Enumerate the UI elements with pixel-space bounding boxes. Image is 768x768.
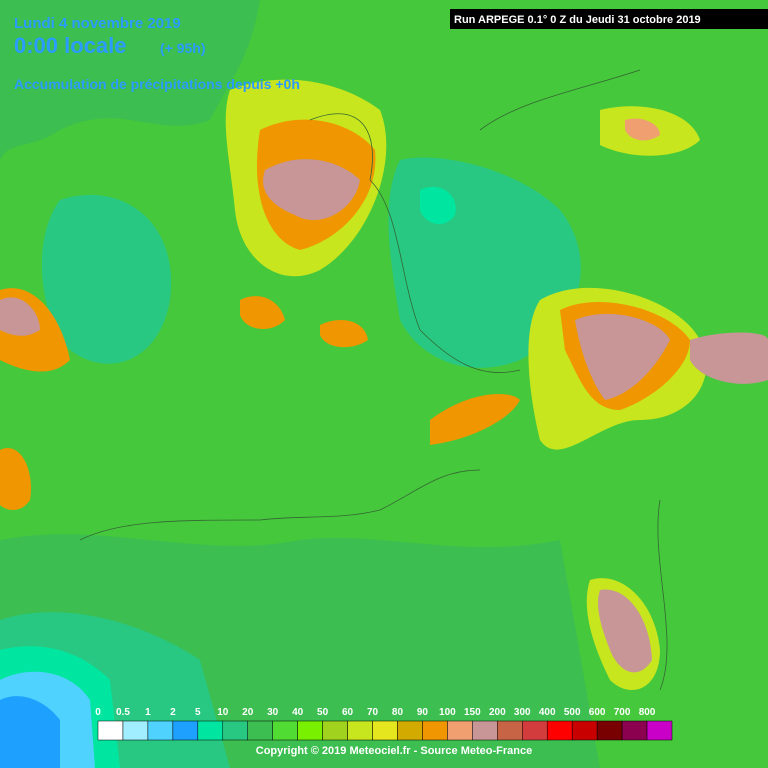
legend-label: 800 [639,707,656,718]
legend-label: 70 [367,707,379,718]
forecast-offset: (+ 95h) [160,40,206,56]
legend-swatch [596,720,623,741]
legend-label: 400 [539,707,556,718]
legend-label: 0.5 [116,707,130,718]
legend-swatch [147,720,174,741]
run-banner [450,9,768,29]
legend-swatch [546,720,573,741]
time: 0:00 locale [14,33,127,58]
date: Lundi 4 novembre 2019 [14,15,181,32]
legend-swatch [447,720,473,741]
legend-swatch [397,720,423,741]
borders [79,69,668,691]
legend-label: 30 [267,707,279,718]
legend-swatch [322,720,348,741]
legend-swatch [222,720,248,741]
legend-swatch [272,720,298,741]
legend-label: 0 [95,707,101,718]
legend-swatch [571,720,598,741]
legend-swatch [97,720,124,741]
legend-swatch [197,720,224,741]
legend-label: 80 [392,707,404,718]
copyright: Copyright © 2019 Meteociel.fr - Source M… [256,745,532,757]
legend-swatch [497,720,523,741]
legend-label: 10 [217,707,229,718]
legend-label: 90 [417,707,429,718]
legend-label: 100 [439,707,456,718]
legend-swatch [247,720,273,741]
legend-label: 300 [514,707,531,718]
legend-label: 5 [195,707,201,718]
legend-swatch [646,720,673,741]
legend-swatch [422,720,448,741]
legend-swatch [621,720,648,741]
legend-label: 50 [317,707,329,718]
legend-label: 40 [292,707,304,718]
run-info: Run ARPEGE 0.1° 0 Z du Jeudi 31 octobre … [454,14,701,26]
legend: 0 0.5 1 2 5 10 20 30 40 50 60 70 80 90 100 150 200 300 400… [95,707,673,741]
legend-label: 600 [589,707,606,718]
legend-label: 20 [242,707,254,718]
legend-swatch [472,720,498,741]
legend-label: 150 [464,707,481,718]
legend-swatch [297,720,323,741]
legend-swatch [522,720,548,741]
legend-swatch [372,720,398,741]
legend-label: 700 [614,707,631,718]
legend-label: 60 [342,707,354,718]
legend-label: 500 [564,707,581,718]
legend-label: 1 [145,707,151,718]
legend-swatch [172,720,199,741]
legend-label: 200 [489,707,506,718]
legend-swatch [122,720,149,741]
legend-label: 2 [170,707,176,718]
legend-swatch [347,720,373,741]
description: Accumulation de précipitations depuis +0… [14,76,300,92]
